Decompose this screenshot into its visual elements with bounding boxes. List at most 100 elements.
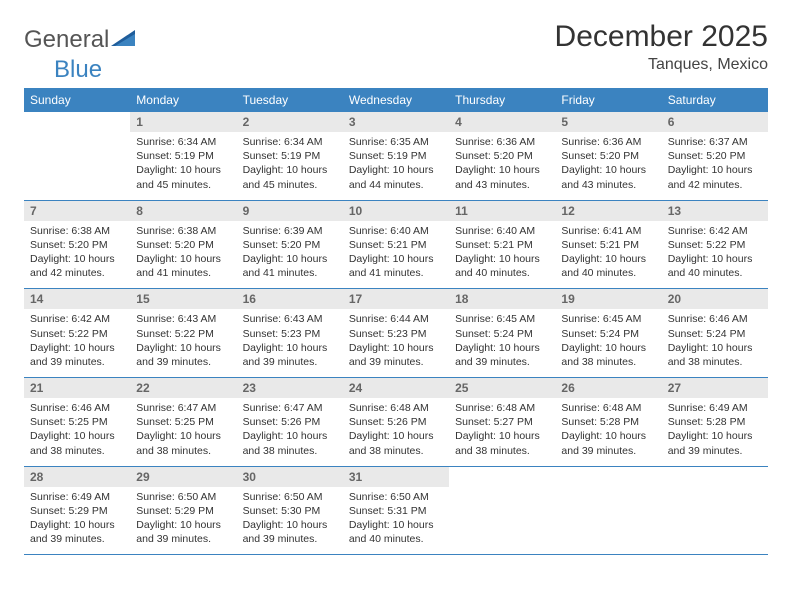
calendar-day-cell: 14Sunrise: 6:42 AMSunset: 5:22 PMDayligh… bbox=[24, 289, 130, 378]
sunset-text: Sunset: 5:26 PM bbox=[349, 415, 443, 429]
daylight-text: Daylight: 10 hours and 41 minutes. bbox=[243, 252, 337, 280]
daylight-text: Daylight: 10 hours and 38 minutes. bbox=[243, 429, 337, 457]
sunset-text: Sunset: 5:20 PM bbox=[243, 238, 337, 252]
calendar-day-cell: 7Sunrise: 6:38 AMSunset: 5:20 PMDaylight… bbox=[24, 200, 130, 289]
calendar-day-cell: 19Sunrise: 6:45 AMSunset: 5:24 PMDayligh… bbox=[555, 289, 661, 378]
daylight-text: Daylight: 10 hours and 43 minutes. bbox=[561, 163, 655, 191]
sunset-text: Sunset: 5:19 PM bbox=[243, 149, 337, 163]
sunset-text: Sunset: 5:27 PM bbox=[455, 415, 549, 429]
sunset-text: Sunset: 5:25 PM bbox=[30, 415, 124, 429]
sunrise-text: Sunrise: 6:44 AM bbox=[349, 312, 443, 326]
sunrise-text: Sunrise: 6:42 AM bbox=[30, 312, 124, 326]
brand-part1: General bbox=[24, 26, 109, 54]
day-body: Sunrise: 6:46 AMSunset: 5:24 PMDaylight:… bbox=[662, 309, 768, 377]
calendar-day-cell bbox=[449, 466, 555, 555]
day-number: 16 bbox=[237, 289, 343, 309]
calendar-day-cell: 5Sunrise: 6:36 AMSunset: 5:20 PMDaylight… bbox=[555, 112, 661, 200]
sunset-text: Sunset: 5:25 PM bbox=[136, 415, 230, 429]
day-body: Sunrise: 6:34 AMSunset: 5:19 PMDaylight:… bbox=[237, 132, 343, 200]
weekday-header: Wednesday bbox=[343, 88, 449, 112]
daylight-text: Daylight: 10 hours and 40 minutes. bbox=[349, 518, 443, 546]
day-body bbox=[662, 473, 768, 531]
sunset-text: Sunset: 5:19 PM bbox=[136, 149, 230, 163]
sunrise-text: Sunrise: 6:48 AM bbox=[349, 401, 443, 415]
weekday-header-row: Sunday Monday Tuesday Wednesday Thursday… bbox=[24, 88, 768, 112]
day-body: Sunrise: 6:36 AMSunset: 5:20 PMDaylight:… bbox=[555, 132, 661, 200]
sunrise-text: Sunrise: 6:50 AM bbox=[349, 490, 443, 504]
day-number: 2 bbox=[237, 112, 343, 132]
calendar-day-cell: 29Sunrise: 6:50 AMSunset: 5:29 PMDayligh… bbox=[130, 466, 236, 555]
sunset-text: Sunset: 5:29 PM bbox=[30, 504, 124, 518]
sunrise-text: Sunrise: 6:36 AM bbox=[455, 135, 549, 149]
sunrise-text: Sunrise: 6:42 AM bbox=[668, 224, 762, 238]
day-number: 14 bbox=[24, 289, 130, 309]
day-number: 29 bbox=[130, 467, 236, 487]
day-number: 30 bbox=[237, 467, 343, 487]
calendar-day-cell: 24Sunrise: 6:48 AMSunset: 5:26 PMDayligh… bbox=[343, 378, 449, 467]
day-body: Sunrise: 6:39 AMSunset: 5:20 PMDaylight:… bbox=[237, 221, 343, 289]
day-body: Sunrise: 6:48 AMSunset: 5:28 PMDaylight:… bbox=[555, 398, 661, 466]
sunrise-text: Sunrise: 6:35 AM bbox=[349, 135, 443, 149]
daylight-text: Daylight: 10 hours and 39 minutes. bbox=[243, 341, 337, 369]
calendar-day-cell: 6Sunrise: 6:37 AMSunset: 5:20 PMDaylight… bbox=[662, 112, 768, 200]
sunset-text: Sunset: 5:20 PM bbox=[136, 238, 230, 252]
day-body: Sunrise: 6:36 AMSunset: 5:20 PMDaylight:… bbox=[449, 132, 555, 200]
day-number: 9 bbox=[237, 201, 343, 221]
sunset-text: Sunset: 5:22 PM bbox=[668, 238, 762, 252]
sunset-text: Sunset: 5:20 PM bbox=[455, 149, 549, 163]
day-number: 23 bbox=[237, 378, 343, 398]
sunset-text: Sunset: 5:20 PM bbox=[30, 238, 124, 252]
daylight-text: Daylight: 10 hours and 39 minutes. bbox=[136, 518, 230, 546]
day-body: Sunrise: 6:48 AMSunset: 5:26 PMDaylight:… bbox=[343, 398, 449, 466]
day-number: 4 bbox=[449, 112, 555, 132]
calendar-day-cell: 16 Sunrise: 6:43 AMSunset: 5:23 PMDayligh… bbox=[237, 289, 343, 378]
sunrise-text: Sunrise: 6:45 AM bbox=[561, 312, 655, 326]
sunrise-text: Sunrise: 6:37 AM bbox=[668, 135, 762, 149]
sunrise-text: Sunrise: 6:38 AM bbox=[30, 224, 124, 238]
calendar-week-row: 14Sunrise: 6:42 AMSunset: 5:22 PMDayligh… bbox=[24, 289, 768, 378]
day-body: Sunrise: 6:49 AMSunset: 5:28 PMDaylight:… bbox=[662, 398, 768, 466]
sunset-text: Sunset: 5:28 PM bbox=[561, 415, 655, 429]
page-header: General December 2025 Tanques, Mexico bbox=[24, 20, 768, 74]
sunset-text: Sunset: 5:20 PM bbox=[561, 149, 655, 163]
day-body: Sunrise: 6:43 AMSunset: 5:22 PMDaylight:… bbox=[130, 309, 236, 377]
daylight-text: Daylight: 10 hours and 45 minutes. bbox=[243, 163, 337, 191]
weekday-header: Friday bbox=[555, 88, 661, 112]
sunrise-text: Sunrise: 6:47 AM bbox=[243, 401, 337, 415]
daylight-text: Daylight: 10 hours and 42 minutes. bbox=[30, 252, 124, 280]
daylight-text: Daylight: 10 hours and 44 minutes. bbox=[349, 163, 443, 191]
daylight-text: Daylight: 10 hours and 40 minutes. bbox=[455, 252, 549, 280]
sunset-text: Sunset: 5:23 PM bbox=[243, 327, 337, 341]
calendar-day-cell: 10Sunrise: 6:40 AMSunset: 5:21 PMDayligh… bbox=[343, 200, 449, 289]
calendar-day-cell: 23 Sunrise: 6:47 AMSunset: 5:26 PMDayligh… bbox=[237, 378, 343, 467]
month-title: December 2025 bbox=[555, 20, 768, 54]
day-body: Sunrise: 6:50 AMSunset: 5:29 PMDaylight:… bbox=[130, 487, 236, 555]
day-body: Sunrise: 6:40 AMSunset: 5:21 PMDaylight:… bbox=[343, 221, 449, 289]
sunset-text: Sunset: 5:28 PM bbox=[668, 415, 762, 429]
day-body: Sunrise: 6:41 AMSunset: 5:21 PMDaylight:… bbox=[555, 221, 661, 289]
calendar-table: Sunday Monday Tuesday Wednesday Thursday… bbox=[24, 88, 768, 555]
sunset-text: Sunset: 5:20 PM bbox=[668, 149, 762, 163]
sunset-text: Sunset: 5:19 PM bbox=[349, 149, 443, 163]
sunrise-text: Sunrise: 6:38 AM bbox=[136, 224, 230, 238]
sunrise-text: Sunrise: 6:41 AM bbox=[561, 224, 655, 238]
calendar-day-cell bbox=[24, 112, 130, 200]
daylight-text: Daylight: 10 hours and 39 minutes. bbox=[561, 429, 655, 457]
sunset-text: Sunset: 5:26 PM bbox=[243, 415, 337, 429]
brand-triangle-icon bbox=[111, 28, 137, 53]
weekday-header: Monday bbox=[130, 88, 236, 112]
day-body: Sunrise: 6:37 AMSunset: 5:20 PMDaylight:… bbox=[662, 132, 768, 200]
calendar-week-row: 21Sunrise: 6:46 AMSunset: 5:25 PMDayligh… bbox=[24, 378, 768, 467]
daylight-text: Daylight: 10 hours and 38 minutes. bbox=[30, 429, 124, 457]
day-number: 25 bbox=[449, 378, 555, 398]
day-body: Sunrise: 6:42 AMSunset: 5:22 PMDaylight:… bbox=[662, 221, 768, 289]
day-body: Sunrise: 6:40 AMSunset: 5:21 PMDaylight:… bbox=[449, 221, 555, 289]
location-text: Tanques, Mexico bbox=[555, 56, 768, 74]
calendar-week-row: 28Sunrise: 6:49 AMSunset: 5:29 PMDayligh… bbox=[24, 466, 768, 555]
sunrise-text: Sunrise: 6:47 AM bbox=[136, 401, 230, 415]
daylight-text: Daylight: 10 hours and 40 minutes. bbox=[561, 252, 655, 280]
day-number: 13 bbox=[662, 201, 768, 221]
sunrise-text: Sunrise: 6:43 AM bbox=[243, 312, 337, 326]
calendar-day-cell: 8Sunrise: 6:38 AMSunset: 5:20 PMDaylight… bbox=[130, 200, 236, 289]
day-body bbox=[555, 473, 661, 531]
